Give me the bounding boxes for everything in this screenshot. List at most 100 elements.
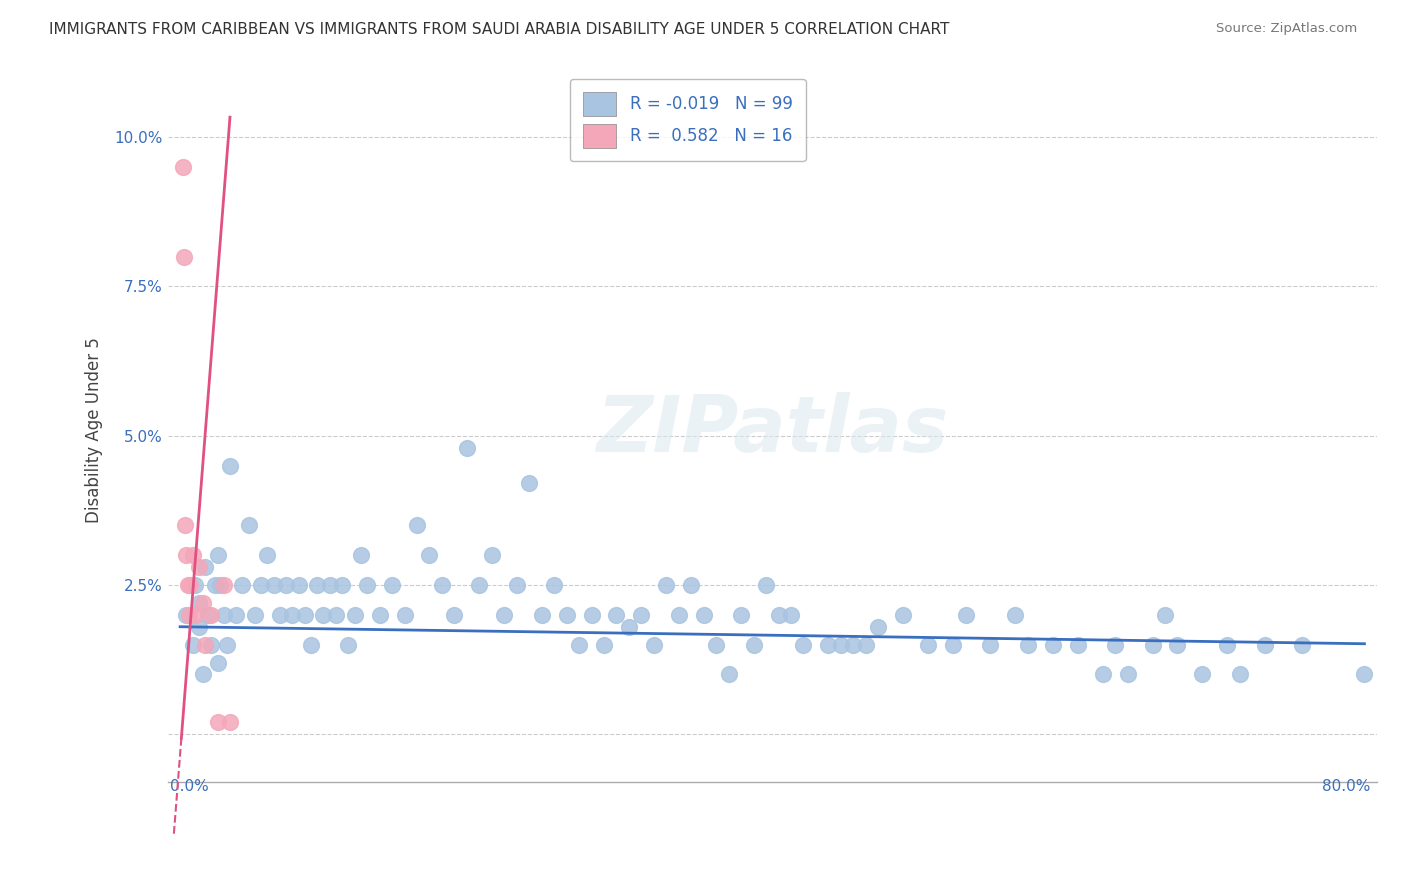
Point bbox=[605, 607, 627, 622]
Point bbox=[187, 596, 209, 610]
Point bbox=[207, 548, 229, 562]
Point bbox=[868, 620, 890, 634]
Point bbox=[755, 578, 778, 592]
Point bbox=[581, 607, 603, 622]
Point bbox=[350, 548, 373, 562]
Point bbox=[1154, 607, 1177, 622]
Point bbox=[568, 638, 591, 652]
Point bbox=[319, 578, 342, 592]
Point bbox=[443, 607, 465, 622]
Text: IMMIGRANTS FROM CARIBBEAN VS IMMIGRANTS FROM SAUDI ARABIA DISABILITY AGE UNDER 5: IMMIGRANTS FROM CARIBBEAN VS IMMIGRANTS … bbox=[49, 22, 949, 37]
Point bbox=[184, 578, 207, 592]
Point bbox=[543, 578, 565, 592]
Point bbox=[200, 638, 222, 652]
Point bbox=[406, 518, 429, 533]
Point bbox=[1067, 638, 1090, 652]
Point bbox=[194, 560, 217, 574]
Point bbox=[617, 620, 640, 634]
Point bbox=[173, 250, 195, 264]
Text: ZIPatlas: ZIPatlas bbox=[596, 392, 949, 467]
Point bbox=[356, 578, 378, 592]
Point bbox=[217, 638, 239, 652]
Point bbox=[555, 607, 578, 622]
Point bbox=[917, 638, 939, 652]
Point bbox=[1004, 607, 1026, 622]
Point bbox=[830, 638, 852, 652]
Point bbox=[494, 607, 516, 622]
Point bbox=[630, 607, 652, 622]
Point bbox=[231, 578, 253, 592]
Point bbox=[307, 578, 329, 592]
Point bbox=[174, 518, 197, 533]
Point bbox=[287, 578, 309, 592]
Point bbox=[394, 607, 416, 622]
Text: 0.0%: 0.0% bbox=[170, 779, 209, 794]
Point bbox=[368, 607, 391, 622]
Point bbox=[225, 607, 247, 622]
Point bbox=[325, 607, 347, 622]
Point bbox=[179, 578, 201, 592]
Point bbox=[742, 638, 765, 652]
Point bbox=[330, 578, 353, 592]
Point bbox=[176, 548, 198, 562]
Point bbox=[191, 596, 214, 610]
Point bbox=[207, 715, 229, 730]
Point bbox=[817, 638, 839, 652]
Point bbox=[219, 458, 242, 473]
Point bbox=[704, 638, 727, 652]
Point bbox=[256, 548, 278, 562]
Point bbox=[768, 607, 790, 622]
Point bbox=[274, 578, 297, 592]
Point bbox=[418, 548, 440, 562]
Point bbox=[506, 578, 529, 592]
Point bbox=[212, 578, 235, 592]
Point bbox=[1291, 638, 1313, 652]
Point bbox=[281, 607, 304, 622]
Point bbox=[197, 607, 219, 622]
Point bbox=[530, 607, 553, 622]
Point bbox=[172, 160, 194, 174]
Point bbox=[343, 607, 366, 622]
Point bbox=[337, 638, 360, 652]
Point bbox=[184, 607, 207, 622]
Point bbox=[955, 607, 977, 622]
Point bbox=[730, 607, 752, 622]
Point bbox=[1142, 638, 1164, 652]
Point bbox=[855, 638, 877, 652]
Point bbox=[219, 715, 242, 730]
Point bbox=[1166, 638, 1188, 652]
Point bbox=[250, 578, 273, 592]
Point bbox=[468, 578, 491, 592]
Point bbox=[212, 607, 235, 622]
Point bbox=[238, 518, 260, 533]
Point bbox=[643, 638, 665, 652]
Point bbox=[1216, 638, 1239, 652]
Point bbox=[176, 607, 198, 622]
Point bbox=[1191, 667, 1213, 681]
Point bbox=[717, 667, 740, 681]
Point bbox=[842, 638, 865, 652]
Point bbox=[593, 638, 616, 652]
Point bbox=[299, 638, 322, 652]
Point bbox=[1353, 667, 1375, 681]
Point bbox=[1229, 667, 1251, 681]
Point bbox=[200, 607, 222, 622]
Point bbox=[181, 548, 204, 562]
Point bbox=[681, 578, 703, 592]
Point bbox=[1116, 667, 1139, 681]
Point bbox=[194, 638, 217, 652]
Point bbox=[792, 638, 814, 652]
Point bbox=[481, 548, 503, 562]
Text: Source: ZipAtlas.com: Source: ZipAtlas.com bbox=[1216, 22, 1357, 36]
Point bbox=[243, 607, 266, 622]
Y-axis label: Disability Age Under 5: Disability Age Under 5 bbox=[86, 337, 103, 523]
Point bbox=[1254, 638, 1277, 652]
Point bbox=[456, 441, 478, 455]
Point bbox=[187, 620, 209, 634]
Point bbox=[207, 656, 229, 670]
Text: 80.0%: 80.0% bbox=[1322, 779, 1371, 794]
Point bbox=[655, 578, 678, 592]
Point bbox=[312, 607, 335, 622]
Point bbox=[187, 560, 209, 574]
Point bbox=[269, 607, 291, 622]
